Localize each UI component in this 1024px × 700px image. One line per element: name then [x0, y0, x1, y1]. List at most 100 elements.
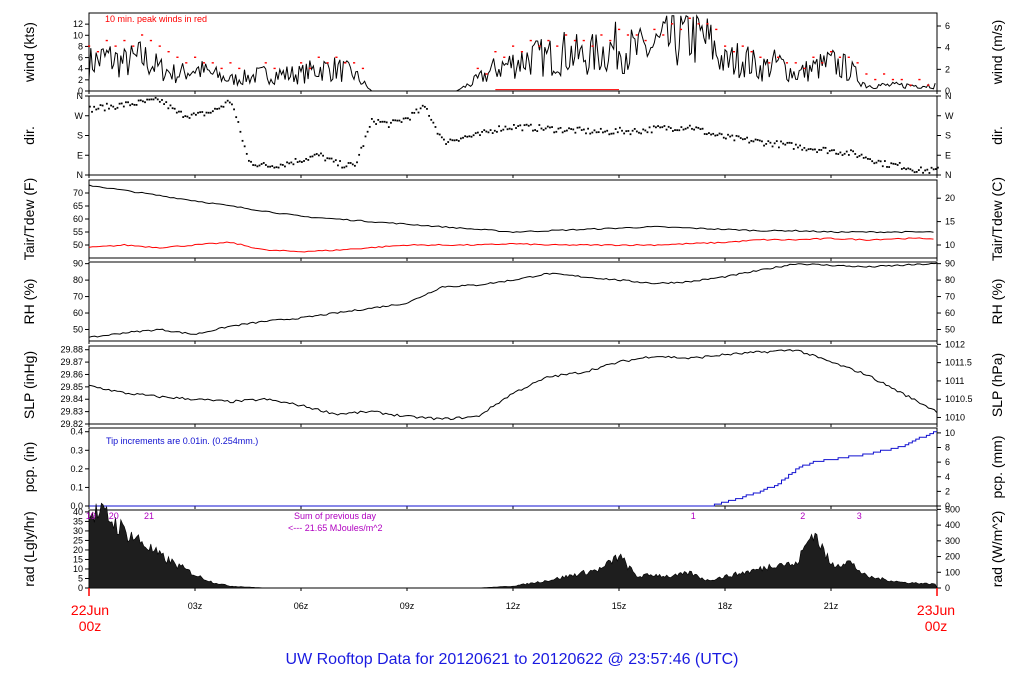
- pcp-ytick-left-label: 0.1: [70, 482, 83, 492]
- dir-point: [625, 130, 628, 133]
- dir-point: [833, 149, 835, 152]
- wind-peak-mark: [697, 23, 700, 25]
- dir-point: [731, 134, 734, 137]
- wind-ytick-left-label: 2: [78, 75, 83, 85]
- dir-point: [237, 121, 240, 123]
- dir-point: [112, 105, 115, 108]
- rad-ytick-left-label: 40: [73, 507, 83, 517]
- dir-point: [262, 162, 265, 164]
- dir-point: [449, 138, 452, 141]
- dir-point: [101, 104, 104, 107]
- dir-point: [341, 166, 344, 169]
- dir-point: [739, 137, 742, 139]
- start-date-hour: 00z: [78, 618, 102, 634]
- dir-point: [741, 138, 744, 141]
- dir-point: [797, 146, 799, 149]
- rad-hour-marker: 1: [691, 511, 696, 521]
- dir-point: [794, 143, 797, 146]
- dir-point: [417, 111, 420, 114]
- dir-point: [589, 132, 592, 135]
- dir-point: [922, 171, 924, 174]
- dir-point: [513, 124, 515, 126]
- dir-point: [99, 104, 102, 106]
- dir-point: [718, 132, 721, 135]
- dir-point: [886, 166, 888, 168]
- dir-point: [604, 130, 606, 133]
- dir-point: [148, 98, 151, 101]
- dir-point: [720, 133, 723, 136]
- dir-point: [903, 167, 905, 170]
- slp-ytick-left-label: 29.88: [60, 345, 83, 355]
- x-hour-label: 18z: [718, 601, 733, 611]
- pcp-ytick-right-label: 6: [945, 457, 950, 467]
- dir-point: [455, 139, 458, 141]
- temp-ytick-right-label: 15: [945, 217, 955, 227]
- dir-point: [826, 152, 829, 155]
- dir-point: [93, 105, 96, 108]
- dir-point: [746, 136, 748, 139]
- wind-peak-mark: [326, 62, 329, 64]
- dir-point: [105, 102, 108, 105]
- slp-ytick-right-label: 1010: [945, 412, 965, 422]
- dir-point: [214, 107, 216, 110]
- dir-point: [907, 167, 910, 170]
- rh-ytick-left-label: 70: [73, 292, 83, 302]
- dir-point: [599, 127, 602, 130]
- dir-point: [640, 132, 642, 135]
- dir-point: [167, 107, 170, 110]
- dir-point: [847, 154, 850, 156]
- dir-point: [146, 98, 149, 101]
- dir-ytick-left-label: S: [77, 131, 83, 141]
- dir-point: [154, 96, 157, 99]
- wind-peak-mark: [317, 56, 320, 58]
- dir-point: [688, 124, 691, 127]
- dir-point: [705, 133, 708, 136]
- pcp-ytick-right-label: 0: [945, 501, 950, 511]
- wind-peak-mark: [141, 34, 144, 36]
- dir-point: [754, 138, 757, 141]
- dir-point: [190, 113, 193, 116]
- dir-point: [862, 156, 865, 159]
- wind-peak-mark: [123, 39, 126, 42]
- dir-point: [873, 162, 876, 165]
- pcp-ylabel-left: pcp. (in): [21, 442, 37, 493]
- dir-point: [722, 136, 725, 139]
- dir-point: [131, 103, 134, 105]
- dir-point: [761, 140, 763, 143]
- dir-point: [799, 144, 801, 147]
- dir-point: [784, 143, 787, 146]
- dir-point: [515, 127, 517, 129]
- dir-point: [856, 156, 859, 159]
- wind-peak-mark: [105, 39, 108, 42]
- rad-ytick-right-label: 0: [945, 583, 950, 593]
- x-hour-label: 03z: [188, 601, 203, 611]
- dir-point: [667, 125, 670, 128]
- dir-point: [373, 120, 375, 123]
- dir-point: [97, 107, 100, 110]
- dir-point: [544, 127, 547, 130]
- rh-ytick-right-label: 70: [945, 292, 955, 302]
- slp-ylabel-left: SLP (inHg): [21, 351, 37, 419]
- dir-point: [426, 107, 428, 110]
- dir-point: [460, 137, 462, 140]
- dir-point: [663, 125, 666, 127]
- dir-point: [519, 124, 522, 127]
- wind-ytick-right-label: 6: [945, 21, 950, 31]
- dir-point: [163, 103, 165, 105]
- dir-point: [744, 138, 746, 140]
- wind-peak-mark: [838, 56, 842, 58]
- dir-point: [633, 128, 636, 130]
- dir-point: [334, 159, 337, 162]
- dir-point: [669, 127, 672, 129]
- dir-point: [218, 107, 221, 110]
- dir-point: [937, 166, 939, 169]
- dir-point: [805, 149, 808, 152]
- dir-point: [693, 128, 695, 131]
- dir-point: [602, 131, 604, 134]
- dir-point: [843, 152, 846, 155]
- end-date-label: 23Jun 00z: [908, 602, 964, 634]
- x-hour-label: 09z: [400, 601, 415, 611]
- dir-point: [824, 146, 827, 149]
- dir-point: [165, 101, 168, 104]
- dir-point: [390, 121, 392, 124]
